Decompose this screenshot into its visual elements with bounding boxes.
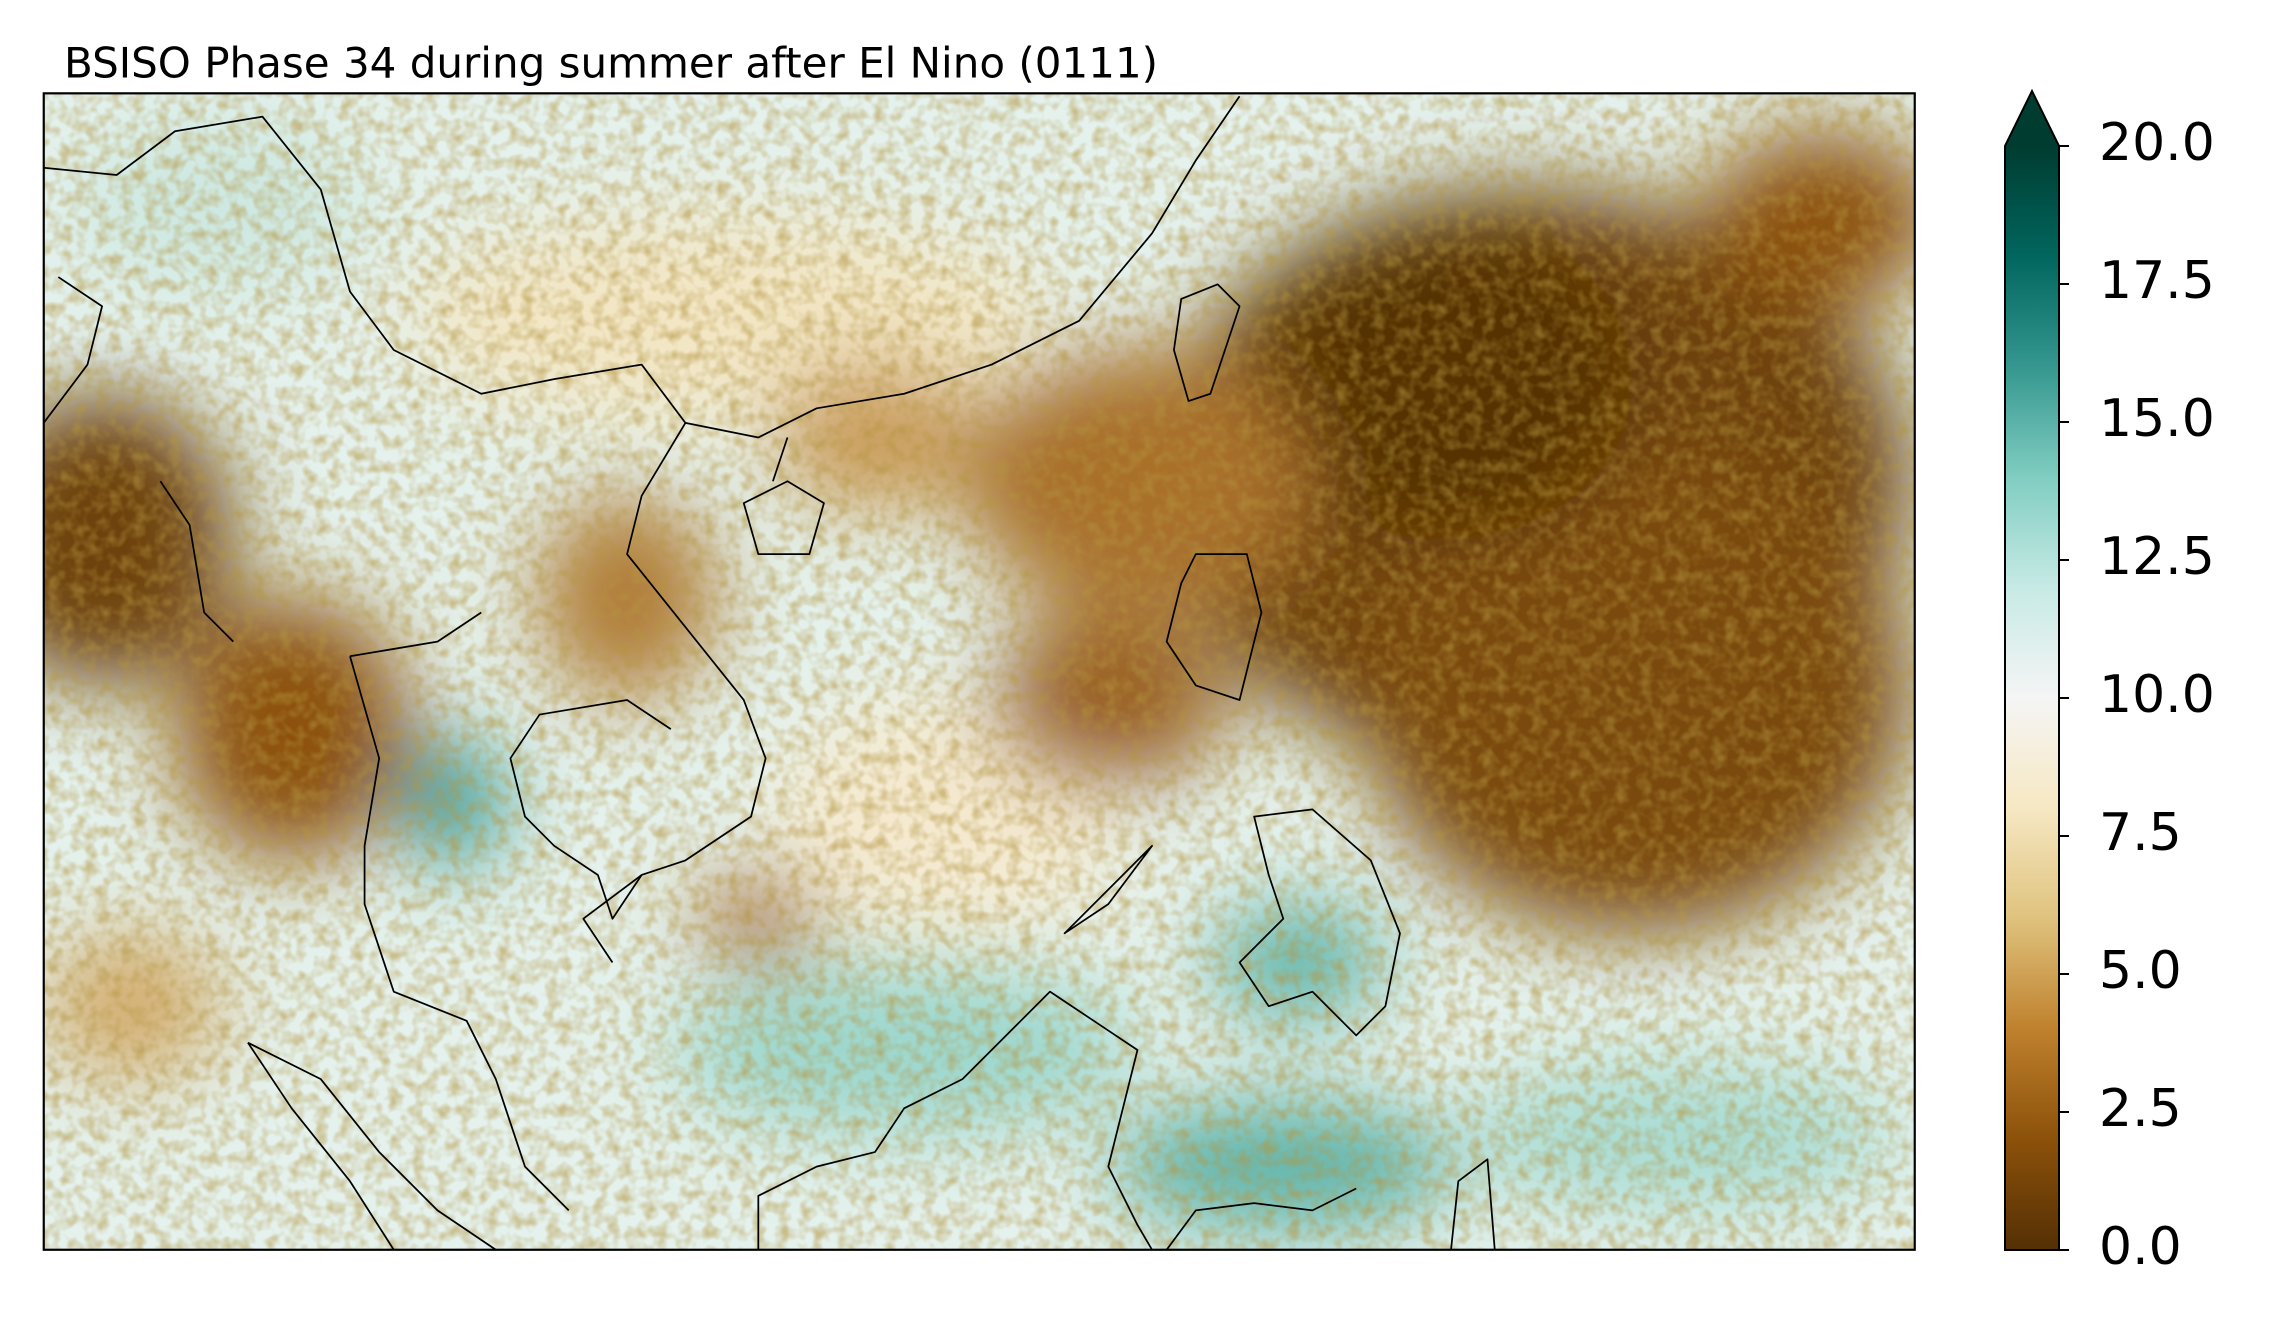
colorbar: 0.0 2.5 5.0 7.5 10.0 12.5 15.0 17.5 20.0 [2004,88,2215,1277]
map [42,92,1916,1251]
colorbar-tick-label: 12.5 [2099,527,2215,587]
map-title: BSISO Phase 34 during summer after El Ni… [64,39,1158,88]
colorbar-tick-label: 5.0 [2099,941,2182,1001]
colorbar-tick-label: 0.0 [2099,1217,2182,1277]
colorbar-tick-label: 2.5 [2099,1079,2182,1139]
colorbar-tick-label: 10.0 [2099,665,2215,725]
colorbar-tick-label: 17.5 [2099,251,2215,311]
colorbar-tick-label: 7.5 [2099,803,2182,863]
colorbar-gradient [2005,146,2059,1250]
field [43,93,1915,1250]
map-frame [42,92,1916,1251]
colorbar-outline [2004,88,2060,1251]
colorbar-tick-label: 15.0 [2099,389,2215,449]
colorbar-tick-label: 20.0 [2099,113,2215,173]
colorbar-extension [2005,91,2059,146]
